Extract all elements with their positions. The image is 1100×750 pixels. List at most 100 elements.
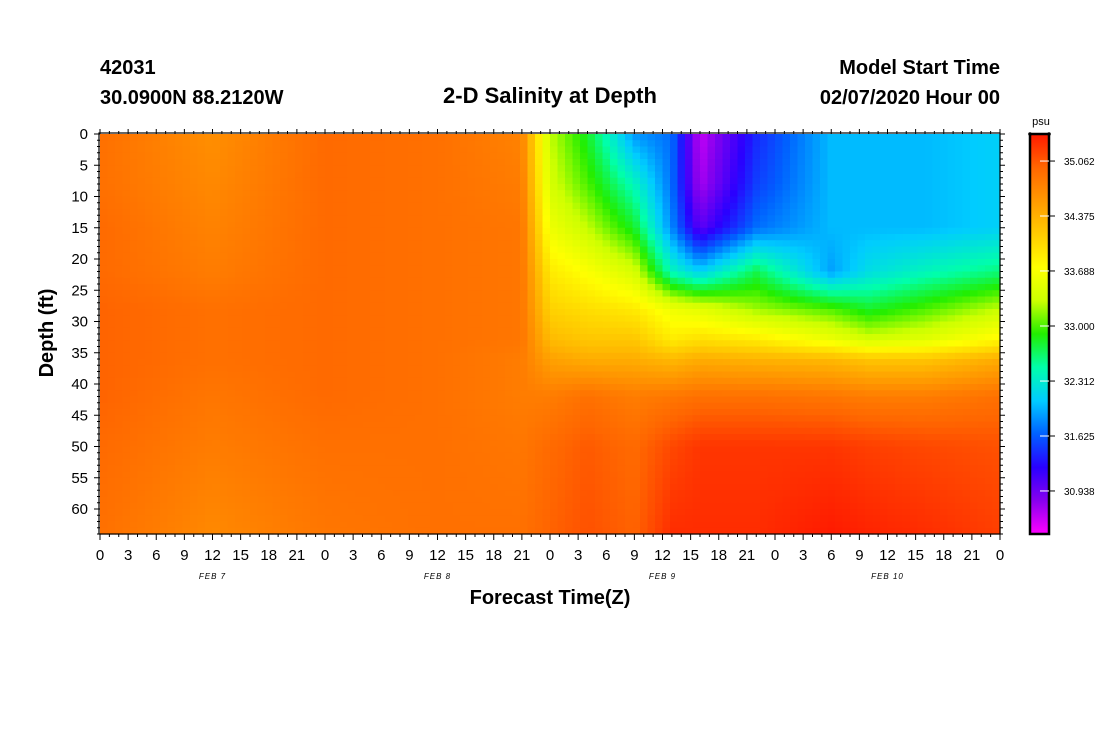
heatmap-cell [662, 359, 671, 366]
heatmap-cell [970, 259, 979, 266]
heatmap-cell [932, 140, 941, 148]
heatmap-cell [347, 371, 356, 379]
heatmap-cell [370, 152, 379, 160]
heatmap-cell [100, 390, 109, 398]
heatmap-cell [745, 196, 754, 204]
heatmap-cell [715, 190, 724, 198]
heatmap-cell [107, 165, 116, 173]
heatmap-cell [917, 359, 926, 366]
heatmap-cell [985, 384, 994, 391]
heatmap-cell [272, 165, 281, 173]
chart-title: 2-D Salinity at Depth [443, 83, 657, 108]
heatmap-cell [205, 252, 214, 260]
heatmap-cell [992, 152, 1001, 160]
heatmap-cell [490, 152, 499, 160]
heatmap-cell [257, 340, 266, 348]
heatmap-cell [587, 365, 596, 373]
heatmap-cell [152, 240, 161, 248]
heatmap-cell [377, 171, 386, 179]
heatmap-cell [145, 302, 154, 310]
heatmap-cell [887, 246, 896, 254]
heatmap-cell [692, 365, 701, 373]
heatmap-cell [662, 371, 671, 379]
heatmap-cell [475, 146, 484, 154]
heatmap-cell [827, 165, 836, 173]
heatmap-cell [422, 271, 431, 279]
heatmap-cell [872, 315, 881, 323]
heatmap-cell [992, 165, 1001, 173]
heatmap-cell [707, 296, 716, 304]
heatmap-cell [340, 384, 349, 391]
heatmap-cell [812, 196, 821, 204]
heatmap-cell [865, 140, 874, 148]
heatmap-cell [175, 190, 184, 198]
heatmap-cell [910, 240, 919, 248]
heatmap-cell [602, 302, 611, 310]
heatmap-cell [535, 165, 544, 173]
heatmap-cell [542, 209, 551, 216]
heatmap-cell [100, 284, 109, 291]
heatmap-cell [902, 221, 911, 229]
heatmap-cell [325, 384, 334, 391]
heatmap-cell [872, 302, 881, 310]
heatmap-cell [430, 377, 439, 385]
heatmap-cell [782, 315, 791, 323]
heatmap-cell [872, 321, 881, 329]
heatmap-cell [295, 309, 304, 316]
heatmap-cell [475, 227, 484, 235]
heatmap-cell [272, 196, 281, 204]
heatmap-cell [550, 184, 559, 191]
heatmap-cell [377, 327, 386, 335]
heatmap-cell [580, 271, 589, 279]
heatmap-cell [265, 159, 274, 166]
heatmap-cell [212, 377, 221, 385]
heatmap-cell [302, 252, 311, 260]
heatmap-cell [317, 290, 326, 298]
heatmap-cell [235, 296, 244, 304]
heatmap-cell [970, 365, 979, 373]
heatmap-cell [160, 334, 169, 341]
heatmap-cell [985, 327, 994, 335]
heatmap-cell [865, 327, 874, 335]
heatmap-cell [452, 184, 461, 191]
heatmap-cell [295, 234, 304, 241]
heatmap-cell [827, 271, 836, 279]
heatmap-cell [955, 159, 964, 166]
heatmap-cell [865, 371, 874, 379]
heatmap-cell [250, 234, 259, 241]
heatmap-cell [287, 384, 296, 391]
heatmap-cell [992, 296, 1001, 304]
heatmap-cell [857, 134, 866, 141]
heatmap-cell [520, 140, 529, 148]
heatmap-cell [535, 359, 544, 366]
heatmap-cell [422, 371, 431, 379]
heatmap-cell [977, 365, 986, 373]
heatmap-cell [985, 284, 994, 291]
heatmap-cell [280, 202, 289, 210]
heatmap-cell [527, 234, 536, 241]
heatmap-cell [962, 246, 971, 254]
heatmap-cell [482, 177, 491, 185]
heatmap-cell [662, 265, 671, 273]
heatmap-cell [407, 252, 416, 260]
heatmap-cell [355, 215, 364, 223]
heatmap-cell [880, 309, 889, 316]
heatmap-cell [295, 340, 304, 348]
heatmap-cell [947, 152, 956, 160]
heatmap-cell [677, 334, 686, 341]
heatmap-cell [167, 377, 176, 385]
heatmap-cell [437, 302, 446, 310]
heatmap-cell [122, 209, 131, 216]
heatmap-cell [940, 196, 949, 204]
heatmap-cell [940, 371, 949, 379]
heatmap-cell [610, 359, 619, 366]
heatmap-cell [775, 290, 784, 298]
heatmap-cell [917, 296, 926, 304]
heatmap-cell [445, 134, 454, 141]
heatmap-cell [212, 177, 221, 185]
heatmap-cell [625, 321, 634, 329]
heatmap-cell [970, 271, 979, 279]
heatmap-cell [317, 321, 326, 329]
heatmap-cell [565, 334, 574, 341]
heatmap-cell [812, 202, 821, 210]
